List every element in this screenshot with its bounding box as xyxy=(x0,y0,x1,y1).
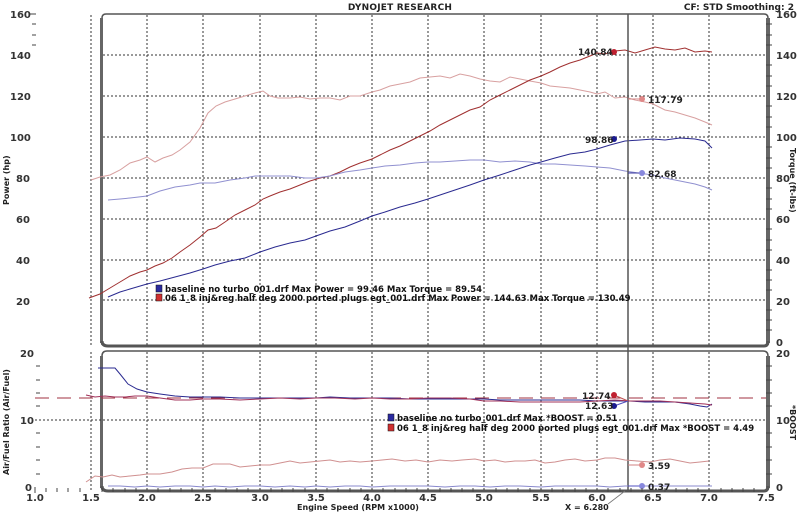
svg-text:40: 40 xyxy=(776,256,790,267)
bottom-right-y-labels: 20 10 0 xyxy=(776,349,790,494)
svg-text:7.0: 7.0 xyxy=(700,493,718,504)
afr-axis-title: Air/Fuel Ratio (Air/Fuel) xyxy=(2,369,11,475)
svg-text:60: 60 xyxy=(16,215,30,226)
svg-text:4.0: 4.0 xyxy=(363,493,381,504)
svg-text:1.0: 1.0 xyxy=(26,493,44,504)
bottom-left-y-labels: 20 10 0 xyxy=(20,349,34,494)
svg-text:7.5: 7.5 xyxy=(757,493,775,504)
bottom-chart-curves xyxy=(85,367,713,488)
top-markers: 140.84 117.79 98.86 82.68 xyxy=(578,48,683,180)
baseline-afr-line xyxy=(98,367,713,408)
svg-text:06 1_8 inj&reg half deg 2000 p: 06 1_8 inj&reg half deg 2000 ported plug… xyxy=(165,294,631,304)
svg-text:160: 160 xyxy=(776,10,797,21)
svg-text:12.74: 12.74 xyxy=(582,392,610,402)
bottom-markers: 12.74 12.63 3.59 0.37 xyxy=(582,392,670,493)
svg-text:140: 140 xyxy=(776,51,797,62)
svg-text:0: 0 xyxy=(776,338,783,349)
top-grid xyxy=(90,15,766,345)
bottom-grid xyxy=(35,352,766,490)
svg-text:6.0: 6.0 xyxy=(588,493,606,504)
bottom-chart-frame xyxy=(100,350,770,493)
top-axis-ticks xyxy=(30,13,772,331)
svg-text:80: 80 xyxy=(16,174,30,185)
svg-text:5.5: 5.5 xyxy=(532,493,550,504)
svg-text:10: 10 xyxy=(776,416,790,427)
x-axis-labels: 1.0 1.5 2.0 2.5 3.0 3.5 4.0 4.5 5.0 5.5 … xyxy=(26,493,775,504)
svg-text:2.0: 2.0 xyxy=(138,493,156,504)
power-axis-title: Power (hp) xyxy=(2,155,11,205)
svg-text:60: 60 xyxy=(776,215,790,226)
svg-text:baseline no turbo_001.drf Max: baseline no turbo_001.drf Max *BOOST = 0… xyxy=(397,414,618,424)
svg-text:40: 40 xyxy=(16,256,30,267)
svg-text:20: 20 xyxy=(16,297,30,308)
baseline-torque-line xyxy=(107,159,713,201)
svg-text:160: 160 xyxy=(10,10,31,21)
svg-text:20: 20 xyxy=(20,349,34,360)
svg-text:6.5: 6.5 xyxy=(644,493,662,504)
cursor-label: X = 6.280 xyxy=(565,503,609,512)
baseline-boost-line xyxy=(108,485,712,488)
modded-torque-line xyxy=(90,73,713,181)
svg-text:3.59: 3.59 xyxy=(648,462,670,472)
svg-text:20: 20 xyxy=(776,297,790,308)
modded-boost-line xyxy=(85,457,710,483)
svg-text:140: 140 xyxy=(10,51,31,62)
svg-text:20: 20 xyxy=(776,349,790,360)
top-chart-curves xyxy=(88,46,713,299)
correction-factor-info: CF: STD Smoothing: 2 xyxy=(683,3,794,13)
svg-text:98.86: 98.86 xyxy=(585,136,613,146)
svg-text:3.5: 3.5 xyxy=(307,493,325,504)
boost-axis-title: *BOOST xyxy=(788,405,797,441)
svg-text:100: 100 xyxy=(776,133,797,144)
svg-text:2.5: 2.5 xyxy=(194,493,212,504)
bottom-axis-ticks xyxy=(36,365,772,475)
chart-title: DYNOJET RESEARCH xyxy=(347,3,453,13)
svg-text:0: 0 xyxy=(25,483,32,494)
modded-power-line xyxy=(88,46,713,299)
svg-text:0: 0 xyxy=(776,483,783,494)
svg-text:06 1_8 inj&reg half deg 2000 p: 06 1_8 inj&reg half deg 2000 ported plug… xyxy=(397,424,754,434)
svg-text:120: 120 xyxy=(776,92,797,103)
svg-text:12.63: 12.63 xyxy=(585,402,613,412)
x-axis-ticks xyxy=(34,487,755,493)
top-right-y-labels: 160 140 120 100 80 60 40 20 0 xyxy=(776,10,797,349)
x-axis-title: Engine Speed (RPM x1000) xyxy=(297,503,419,512)
torque-axis-title: Torque (ft-lbs) xyxy=(788,148,797,213)
svg-text:baseline no turbo_001.drf Max: baseline no turbo_001.drf Max Power = 99… xyxy=(165,285,482,295)
top-chart-frame xyxy=(100,13,770,348)
svg-text:5.0: 5.0 xyxy=(475,493,493,504)
svg-text:140.84: 140.84 xyxy=(578,48,613,58)
modded-afr-line xyxy=(85,394,713,406)
top-legend: baseline no turbo_001.drf Max Power = 99… xyxy=(155,284,631,304)
svg-text:82.68: 82.68 xyxy=(648,170,676,180)
svg-text:4.5: 4.5 xyxy=(419,493,437,504)
svg-text:0.37: 0.37 xyxy=(648,483,670,493)
baseline-power-line xyxy=(107,137,713,298)
svg-text:1.5: 1.5 xyxy=(82,493,100,504)
svg-text:3.0: 3.0 xyxy=(251,493,269,504)
svg-text:10: 10 xyxy=(20,416,34,427)
svg-text:80: 80 xyxy=(776,174,790,185)
svg-text:100: 100 xyxy=(10,133,31,144)
bottom-legend: baseline no turbo_001.drf Max *BOOST = 0… xyxy=(387,413,754,434)
svg-text:120: 120 xyxy=(10,92,31,103)
svg-text:117.79: 117.79 xyxy=(648,96,683,106)
top-left-y-labels: 160 140 120 100 80 60 40 20 xyxy=(10,10,31,308)
